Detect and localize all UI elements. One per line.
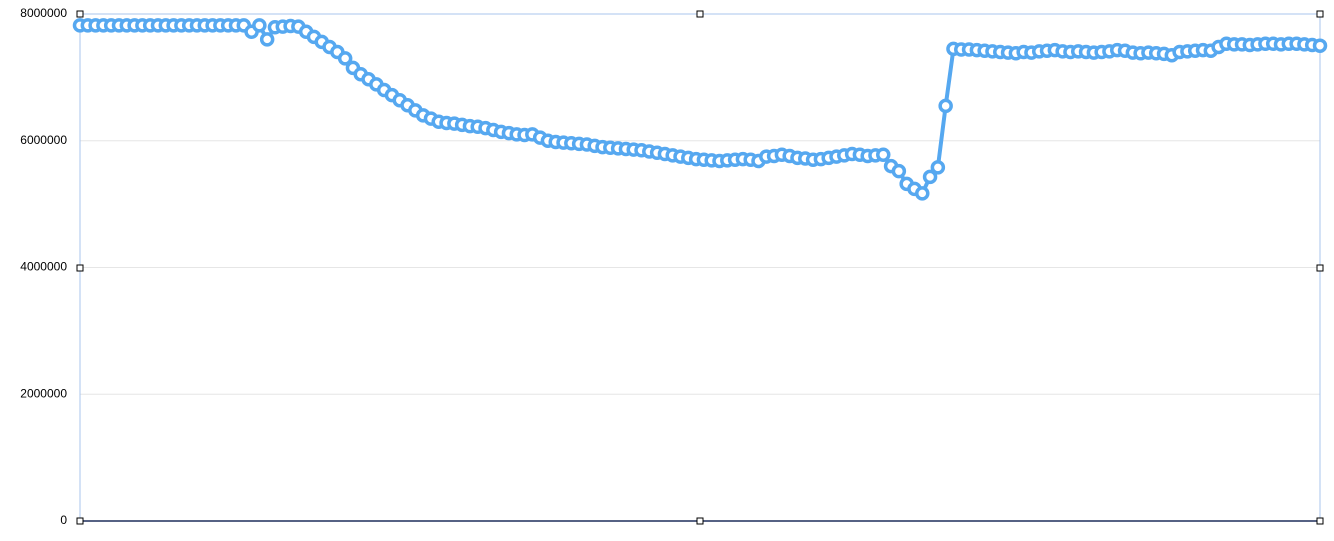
y-tick-label: 2000000 <box>20 386 67 400</box>
y-tick-label: 8000000 <box>20 6 67 20</box>
handle <box>1316 10 1324 18</box>
handle <box>76 517 84 525</box>
handle <box>696 10 704 18</box>
data-point <box>922 169 938 185</box>
data-point <box>876 147 891 162</box>
y-tick-label: 6000000 <box>20 133 67 147</box>
handle <box>696 517 704 525</box>
y-tick-label: 0 <box>60 513 67 527</box>
y-tick-label: 4000000 <box>20 260 67 274</box>
data-point <box>337 51 353 66</box>
data-point <box>891 163 907 179</box>
data-point <box>259 32 275 47</box>
handle <box>76 264 84 272</box>
series <box>72 18 1328 201</box>
data-point <box>915 186 930 201</box>
data-point <box>938 98 953 114</box>
data-point <box>1312 38 1328 53</box>
handle <box>1316 264 1324 272</box>
data-point <box>252 18 267 33</box>
selection-handles <box>76 10 1324 525</box>
grid <box>80 13 1320 522</box>
handle <box>76 10 84 18</box>
data-point <box>930 160 946 175</box>
handle <box>1316 517 1324 525</box>
